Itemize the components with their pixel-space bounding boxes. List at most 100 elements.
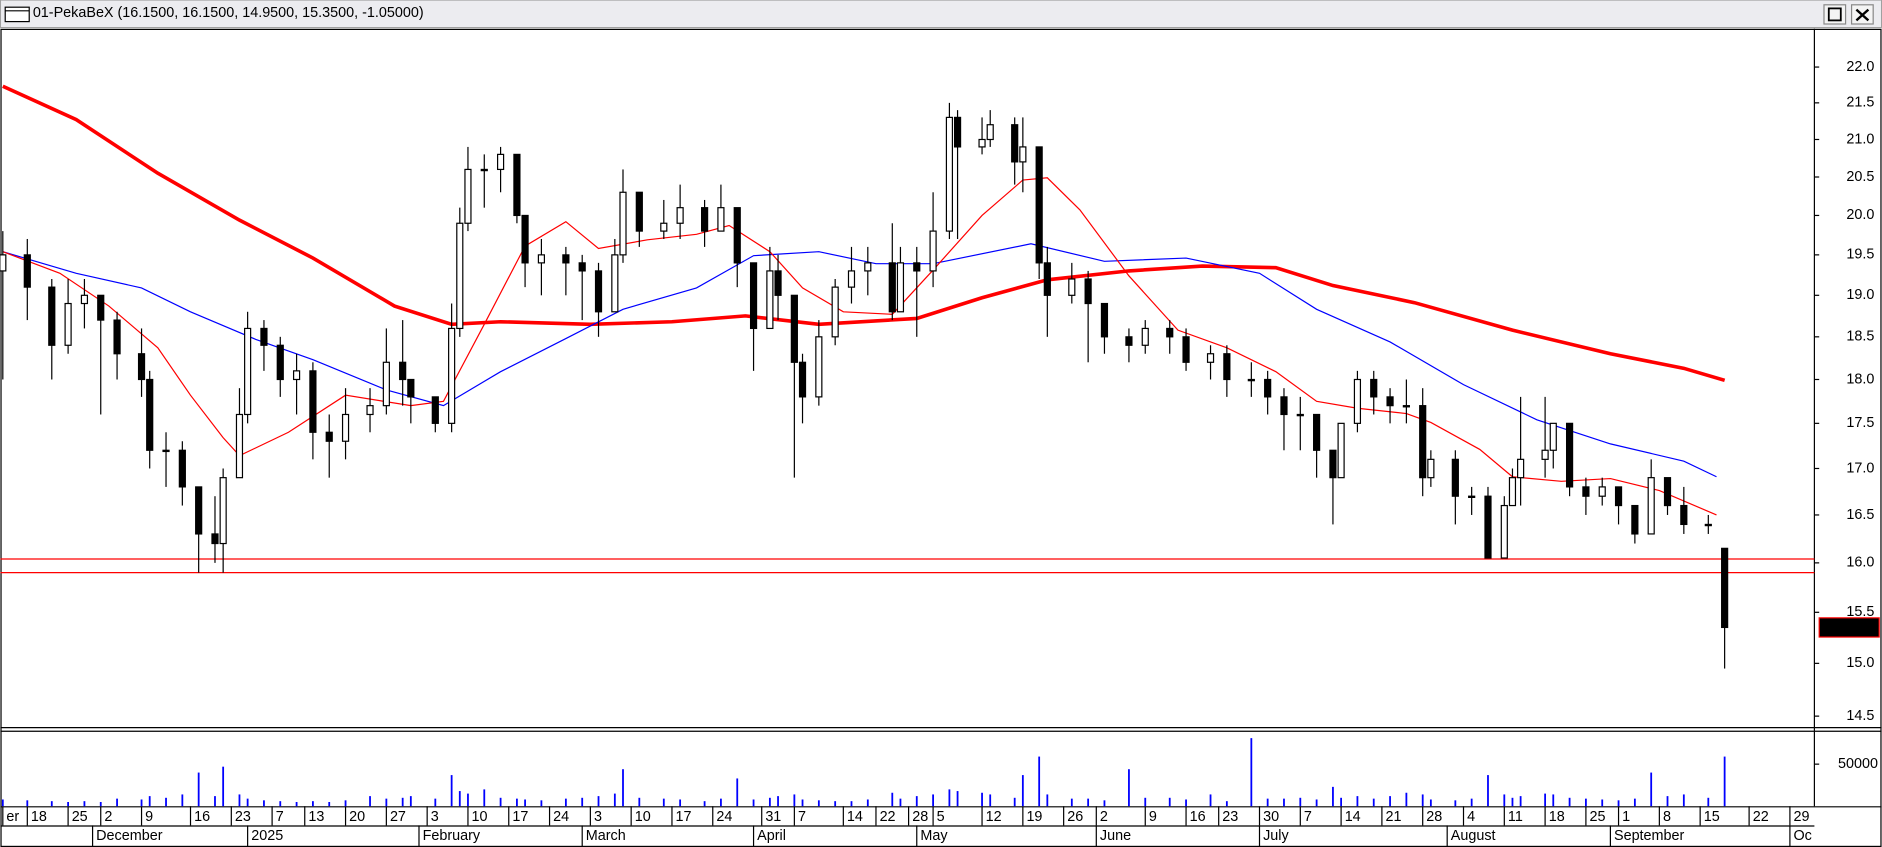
candle-body — [1427, 458, 1435, 479]
y-tick-label: 14.5 — [1846, 708, 1874, 724]
candle-body — [1125, 336, 1133, 346]
candle-body — [1370, 378, 1378, 398]
month-tick-label: May — [920, 828, 948, 844]
x-tick-label: 16 — [194, 809, 210, 825]
candle-body — [1582, 486, 1590, 497]
candle-body — [431, 396, 439, 424]
candle-body — [537, 254, 545, 264]
y-tick-label: 22.0 — [1846, 59, 1874, 75]
y-tick-label: 15.5 — [1846, 604, 1874, 620]
candle-body — [888, 262, 896, 313]
candle-body — [1223, 353, 1231, 381]
month-tick-label: April — [757, 828, 786, 844]
x-tick-label: 8 — [1663, 809, 1671, 825]
candle-body — [1484, 495, 1492, 559]
candle-body — [790, 294, 798, 363]
x-tick-label: 31 — [765, 809, 781, 825]
candle-body — [496, 153, 505, 171]
volume-tick-label: 50000 — [1838, 756, 1878, 772]
x-tick-label: 28 — [1426, 809, 1442, 825]
candle-body — [1166, 327, 1174, 338]
x-tick-label: 11 — [1508, 809, 1523, 825]
x-tick-label: 23 — [235, 809, 251, 825]
candle-body — [97, 294, 105, 321]
candle-body — [0, 254, 7, 272]
candle-body — [448, 327, 456, 424]
x-tick-label: 10 — [635, 809, 651, 825]
x-tick-label: 7 — [276, 809, 284, 825]
month-tick-label: June — [1100, 828, 1131, 844]
candle-body — [1182, 336, 1190, 363]
x-tick-label: 21 — [1386, 809, 1402, 825]
x-tick-label: 3 — [594, 809, 602, 825]
y-tick-label: 17.0 — [1846, 460, 1874, 476]
candle-body — [660, 222, 668, 232]
candle-body — [578, 262, 586, 272]
y-tick-label: 15.0 — [1846, 655, 1874, 671]
x-tick-label: 20 — [349, 809, 365, 825]
month-tick-label: July — [1263, 828, 1289, 844]
x-tick-label: 4 — [1467, 809, 1475, 825]
candle-body — [1549, 422, 1557, 451]
x-tick-label: 18 — [31, 809, 47, 825]
month-tick-label: August — [1451, 828, 1496, 844]
candle-body — [929, 230, 937, 272]
candle-body — [464, 168, 472, 224]
y-tick-label: 20.5 — [1846, 169, 1874, 185]
candle-body — [178, 449, 186, 488]
close-icon[interactable] — [1855, 8, 1870, 22]
x-tick-label: 9 — [145, 809, 153, 825]
candle-body — [1663, 477, 1672, 507]
x-tick-label: 2 — [104, 809, 112, 825]
x-tick-label: 3 — [431, 809, 439, 825]
x-tick-label: 29 — [1794, 809, 1810, 825]
candle-body — [235, 413, 244, 479]
last-price-label: 15.35000 — [1819, 619, 1879, 635]
candle-body — [1468, 495, 1476, 499]
candle-body — [1500, 504, 1508, 559]
candle-body — [1508, 477, 1517, 507]
candle-body — [1598, 486, 1606, 497]
candle-body — [1614, 486, 1623, 507]
candle-body — [1353, 378, 1362, 424]
x-tick-label: 9 — [1149, 809, 1157, 825]
candle-body — [260, 327, 268, 346]
candle-body — [244, 327, 252, 416]
candle-body — [1011, 124, 1019, 163]
candle-body — [48, 286, 56, 346]
y-tick-label: 21.5 — [1846, 95, 1874, 111]
candle-body — [1680, 504, 1688, 526]
restore-icon[interactable] — [1827, 7, 1842, 22]
x-tick-label: er — [6, 809, 19, 825]
candle-body — [1296, 413, 1304, 417]
candle-body — [113, 319, 121, 355]
y-tick-label: 19.5 — [1846, 247, 1874, 263]
candle-body — [831, 286, 839, 338]
candle-body — [407, 378, 415, 398]
candle-body — [276, 344, 284, 381]
y-tick-label: 18.5 — [1846, 329, 1874, 345]
restore-button[interactable] — [1823, 4, 1847, 25]
candle-body — [896, 262, 905, 313]
candle-body — [399, 361, 407, 381]
candle-body — [382, 361, 390, 407]
candle-body — [978, 138, 986, 148]
candle-body — [1541, 449, 1549, 460]
candle-body — [1206, 353, 1215, 363]
close-button[interactable] — [1850, 4, 1874, 25]
month-tick-label: March — [586, 828, 626, 844]
x-tick-label: 1 — [1622, 809, 1630, 825]
y-tick-label: 17.5 — [1846, 415, 1874, 431]
candle-body — [1419, 405, 1427, 479]
candle-body — [1451, 458, 1459, 497]
x-tick-label: 14 — [847, 809, 863, 825]
month-tick-label: Oc — [1794, 828, 1812, 844]
y-tick-label: 21.0 — [1846, 131, 1874, 147]
candle-body — [146, 378, 154, 451]
month-tick-label: September — [1614, 828, 1685, 844]
x-tick-label: 10 — [472, 809, 488, 825]
candle-body — [913, 262, 921, 272]
candle-body — [521, 214, 529, 264]
